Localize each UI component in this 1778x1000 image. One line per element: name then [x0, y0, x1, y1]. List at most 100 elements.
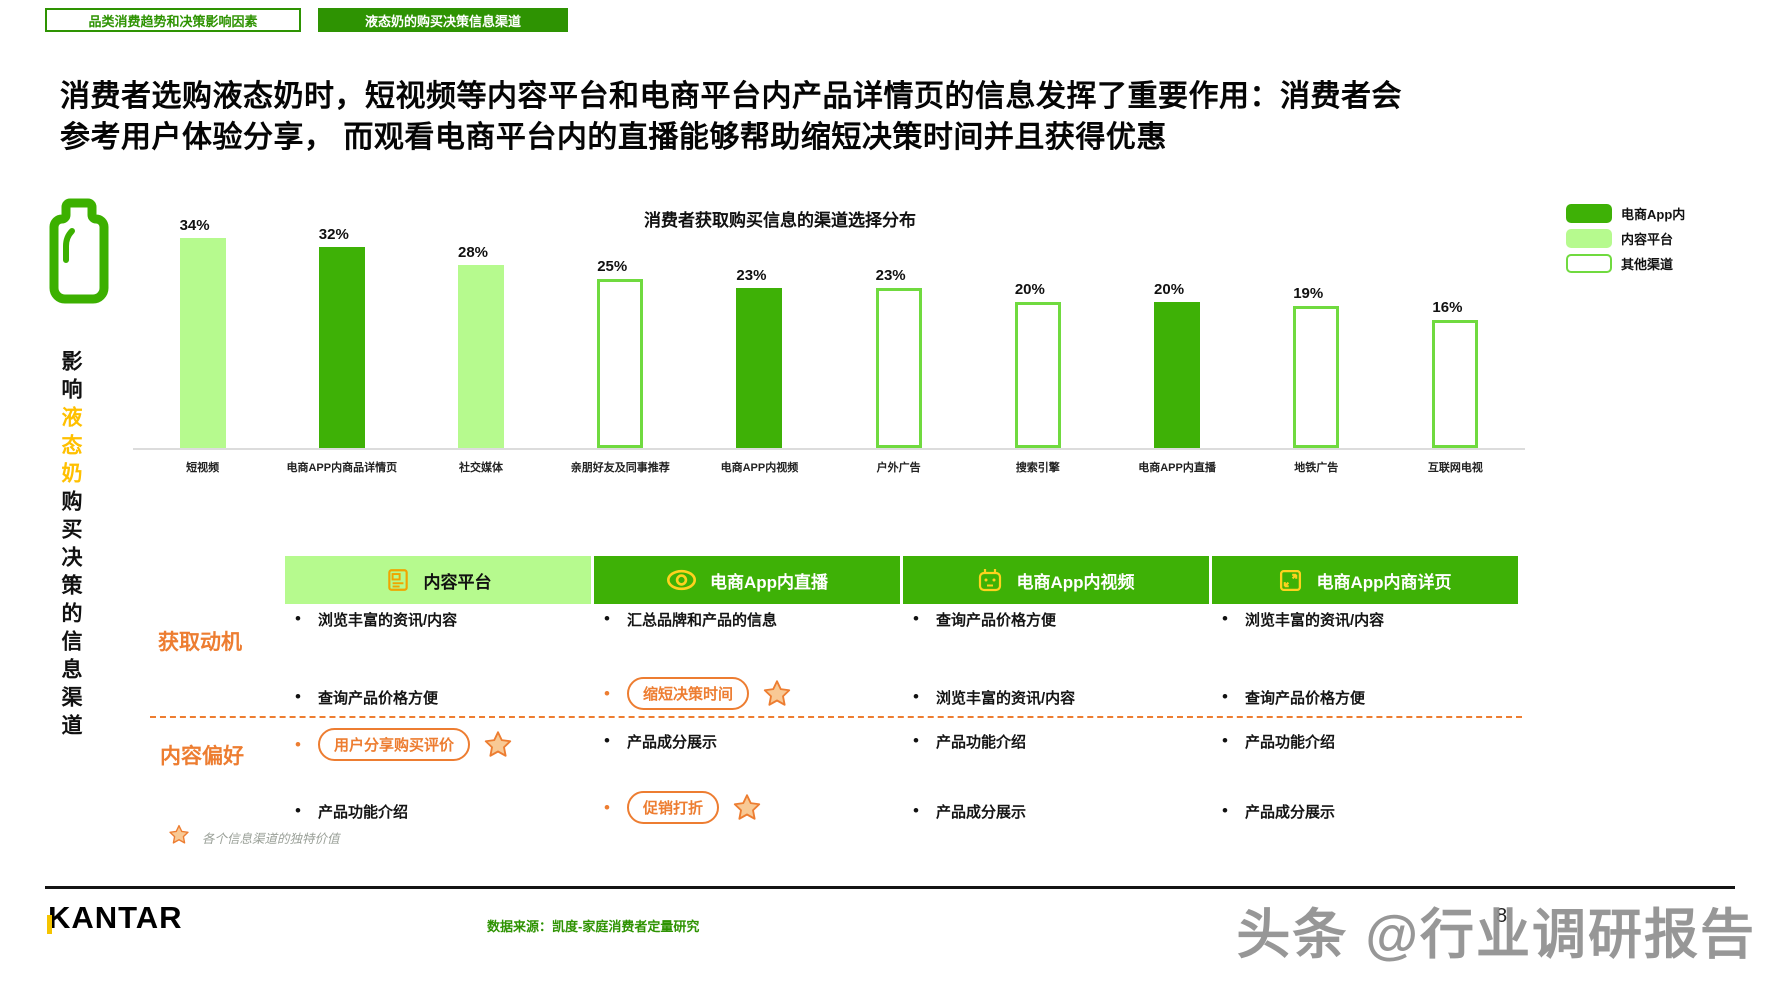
bar-category-label: 地铁广告	[1294, 462, 1339, 474]
matrix-header-cell: 内容平台	[285, 556, 591, 604]
row-label-preference: 内容偏好	[160, 745, 244, 768]
star-icon	[732, 793, 762, 823]
bullet-icon: •	[1222, 731, 1228, 750]
bar	[1014, 302, 1061, 448]
bullet-icon: •	[913, 687, 919, 706]
matrix-item: • 浏览丰富的资讯/内容	[913, 684, 1209, 710]
matrix-item: • 浏览丰富的资讯/内容	[295, 606, 591, 632]
bar-value-label: 19%	[1293, 285, 1324, 302]
bar	[179, 238, 226, 448]
bar-slot: 25% 亲朋好友及同事推荐	[551, 231, 690, 474]
bar-value-label: 16%	[1432, 299, 1463, 316]
row-label-motivation: 获取动机	[158, 631, 242, 654]
legend-label: 电商App内	[1621, 207, 1686, 222]
news-icon	[385, 567, 411, 593]
watermark: 头条 @行业调研报告	[1236, 905, 1756, 965]
matrix-item: • 缩短决策时间	[604, 677, 900, 710]
robot-icon	[977, 567, 1003, 593]
matrix-cell: • 产品功能介绍 • 产品成分展示	[1212, 726, 1518, 826]
bar-category-label: 搜索引擎	[1015, 462, 1060, 474]
tab-liquid-milk-channels[interactable]: 液态奶的购买决策信息渠道	[318, 8, 568, 32]
legend-item: 电商App内	[1566, 204, 1685, 223]
matrix-cell: • 汇总品牌和产品的信息 • 缩短决策时间	[594, 604, 900, 712]
bullet-icon: •	[604, 731, 610, 750]
star-icon	[168, 824, 190, 851]
bullet-icon: •	[295, 801, 301, 820]
tab-category-trends[interactable]: 品类消费趋势和决策影响因素	[45, 8, 301, 32]
matrix-item: • 产品成分展示	[913, 798, 1209, 824]
bar-category-label: 电商APP内商品详情页	[286, 462, 398, 474]
footnote-text: 各个信息渠道的独特价值	[202, 832, 340, 846]
bar-category-label: 电商APP内直播	[1138, 462, 1216, 474]
matrix-cell: • 浏览丰富的资讯/内容 • 查询产品价格方便	[1212, 604, 1518, 712]
page-title-line1: 消费者选购液态奶时，短视频等内容平台和电商平台内产品详情页的信息发挥了重要作用：…	[60, 80, 1402, 113]
matrix-column-header: 电商App内视频	[1016, 572, 1135, 592]
bar-value-label: 23%	[736, 267, 767, 284]
bar	[597, 279, 644, 448]
footer-divider	[45, 886, 1735, 889]
matrix-item: • 查询产品价格方便	[295, 684, 591, 710]
matrix-item-text: 产品功能介绍	[936, 733, 1027, 751]
kantar-logo-accent	[47, 915, 52, 934]
matrix-item-text: 浏览丰富的资讯/内容	[1245, 611, 1385, 629]
page-title: 消费者选购液态奶时，短视频等内容平台和电商平台内产品详情页的信息发挥了重要作用：…	[60, 76, 1560, 158]
bar-category-label: 互联网电视	[1427, 462, 1483, 474]
legend-swatch-other	[1566, 254, 1612, 273]
bar-chart: 34% 短视频 32% 电商APP内商品详情页 28% 社交媒体 25% 亲朋好友及同事推荐 2…	[133, 217, 1525, 474]
matrix-item: • 产品功能介绍	[295, 798, 591, 824]
legend-swatch-ecom	[1566, 204, 1612, 223]
bar	[1432, 320, 1479, 448]
legend-label: 其他渠道	[1621, 257, 1674, 272]
bar-category-label: 短视频	[186, 462, 220, 474]
eye-icon	[666, 569, 697, 591]
chart-title: 消费者获取购买信息的渠道选择分布	[644, 211, 916, 230]
bar-slot: 23% 户外广告	[829, 231, 968, 474]
bar-slot: 34% 短视频	[133, 217, 272, 474]
bar-category-label: 电商APP内视频	[720, 462, 799, 474]
matrix-cell: • 产品成分展示 • 促销打折	[594, 726, 900, 826]
bullet-icon: •	[295, 734, 301, 754]
highlight-pill: 用户分享购买评价	[318, 728, 471, 761]
bullet-icon: •	[1222, 609, 1228, 628]
bar	[458, 265, 504, 448]
matrix-header-cell: 电商App内商详页	[1212, 556, 1518, 604]
chart-legend: 电商App内 内容平台 其他渠道	[1566, 204, 1685, 273]
matrix-item-text: 查询产品价格方便	[318, 689, 439, 707]
bullet-icon: •	[913, 731, 919, 750]
kantar-logo-text: KANTAR	[48, 900, 183, 935]
matrix-item: • 查询产品价格方便	[913, 606, 1209, 632]
page-title-line2: 参考用户体验分享， 而观看电商平台内的直播能够帮助缩短决策时间并且获得优惠	[60, 121, 1167, 154]
bar-value-label: 32%	[318, 226, 349, 243]
bar-slot: 16% 互联网电视	[1386, 231, 1525, 474]
matrix-item: • 促销打折	[604, 791, 900, 824]
matrix-item-text: 产品成分展示	[936, 803, 1027, 821]
bullet-icon: •	[604, 609, 610, 628]
bullet-icon: •	[913, 609, 919, 628]
matrix-item-text: 查询产品价格方便	[1245, 689, 1366, 707]
star-icon	[483, 730, 513, 760]
highlight-pill: 缩短决策时间	[627, 677, 750, 710]
bullet-icon: •	[1222, 687, 1228, 706]
matrix-item-text: 查询产品价格方便	[936, 611, 1057, 629]
bar	[875, 288, 922, 448]
matrix-item: • 产品成分展示	[604, 728, 900, 754]
bar-value-label: 28%	[458, 244, 489, 261]
bar-slot: 23% 电商APP内视频	[690, 231, 829, 474]
matrix-cell: • 产品功能介绍 • 产品成分展示	[903, 726, 1209, 826]
matrix-item-text: 产品功能介绍	[318, 803, 409, 821]
matrix-column-header: 电商App内商详页	[1316, 572, 1452, 592]
vertical-axis-label: 影响液态奶购买决策的信息渠道	[59, 350, 82, 742]
matrix-item: • 产品成分展示	[1222, 798, 1518, 824]
star-icon	[762, 679, 792, 709]
kantar-logo: KANTAR	[47, 900, 183, 936]
bullet-icon: •	[604, 797, 610, 817]
matrix-item-text: 浏览丰富的资讯/内容	[936, 689, 1076, 707]
bar-value-label: 23%	[875, 267, 906, 284]
bar-slot: 20% 搜索引擎	[968, 231, 1107, 474]
matrix-item-text: 产品功能介绍	[1245, 733, 1336, 751]
side-label-part2: 购买决策的信息渠道	[59, 490, 82, 742]
matrix-item: • 用户分享购买评价	[295, 728, 591, 761]
matrix-item-text: 浏览丰富的资讯/内容	[318, 611, 458, 629]
matrix-item: • 产品功能介绍	[913, 728, 1209, 754]
bar	[1293, 306, 1340, 448]
